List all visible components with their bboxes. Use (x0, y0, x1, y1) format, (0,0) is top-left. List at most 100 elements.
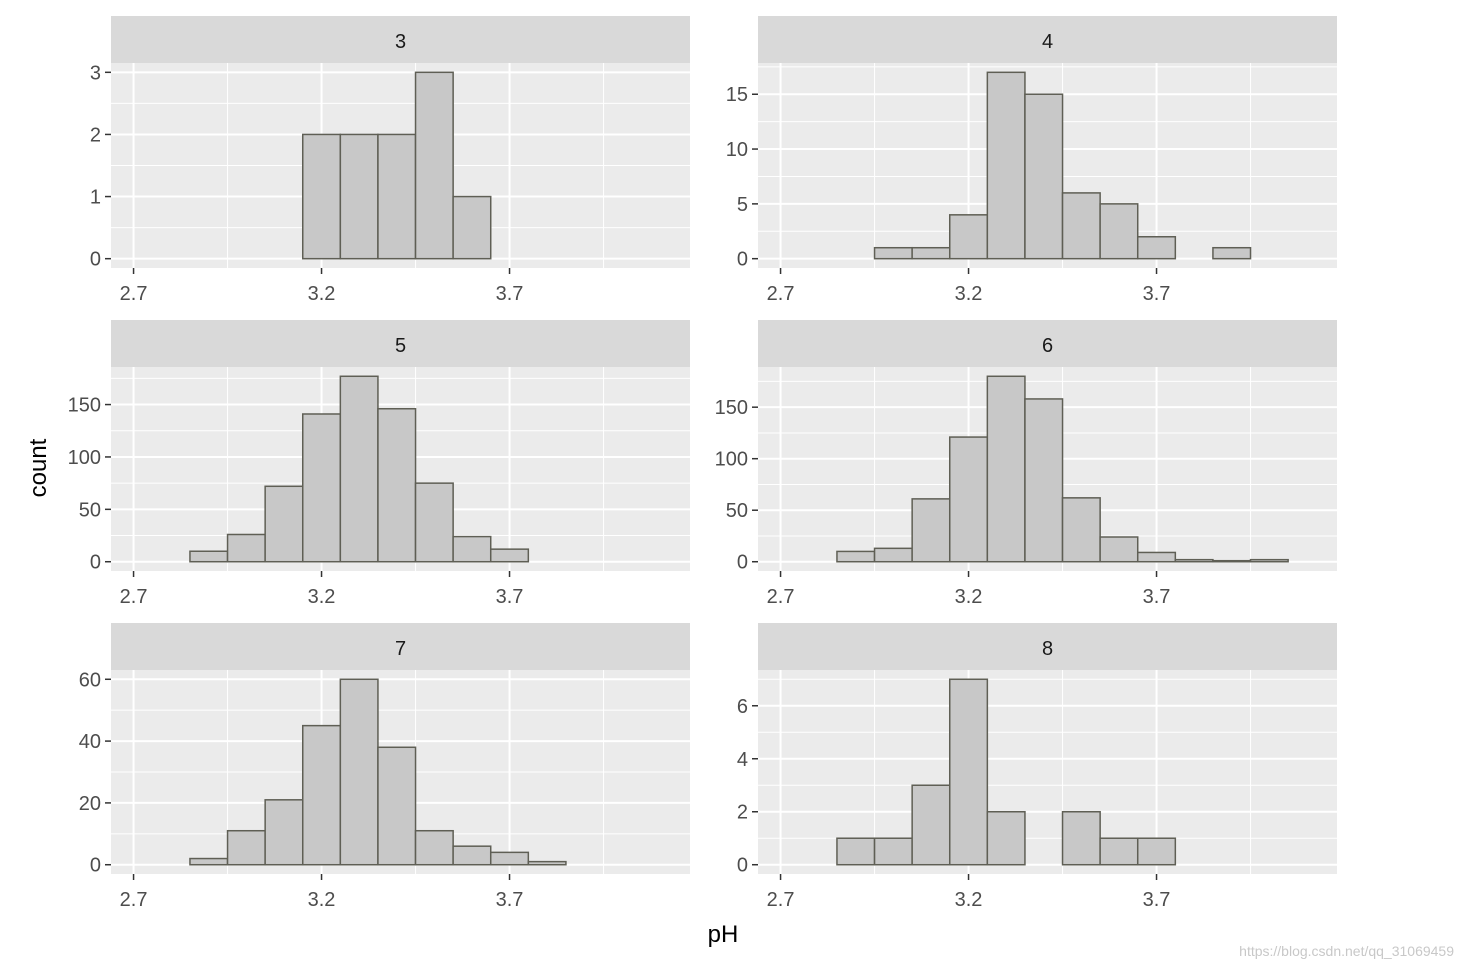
histogram-bar (948, 678, 989, 866)
facet-panel-8: 8 0 2 4 6 2.7 3.2 3.7 (737, 623, 1337, 911)
x-tick-label: 2.7 (767, 889, 795, 911)
facet-strip-label: 7 (395, 638, 406, 660)
histogram-bar (1099, 837, 1139, 866)
histogram-bar (1061, 192, 1101, 260)
histogram-bar (1174, 558, 1214, 563)
y-tick-label: 60 (79, 669, 101, 691)
facet-strip (758, 320, 1337, 367)
y-tick-label: 100 (715, 449, 748, 471)
facet-strip-label: 5 (395, 335, 406, 357)
histogram-bar (339, 133, 379, 260)
facet-panel-6: 6 0 50 100 150 2.7 3.2 3.7 (715, 320, 1337, 608)
y-tick-label: 50 (79, 499, 101, 521)
facet-strip (758, 16, 1337, 63)
histogram-bar (873, 246, 913, 260)
x-tick-label: 3.2 (308, 889, 336, 911)
histogram-bar (301, 724, 342, 866)
x-tick-label: 3.2 (955, 283, 983, 305)
x-tick-label: 2.7 (120, 889, 148, 911)
y-tick-label: 10 (726, 139, 748, 161)
histogram-bar (836, 550, 876, 563)
y-tick-label: 0 (90, 249, 101, 271)
y-tick-label: 150 (68, 395, 101, 417)
y-tick-label: 15 (726, 84, 748, 106)
x-tick-label: 3.2 (955, 586, 983, 608)
y-tick-label: 4 (737, 749, 748, 771)
histogram-bar (489, 851, 530, 866)
y-tick-label: 0 (737, 249, 748, 271)
x-tick-label: 3.7 (1143, 889, 1171, 911)
x-tick-label: 3.7 (496, 889, 524, 911)
histogram-bar (452, 535, 492, 563)
histogram-bar (1024, 93, 1064, 260)
histogram-bar (339, 375, 379, 563)
facet-panel-7: 7 0 20 40 60 2.7 3.2 3.7 (79, 623, 690, 911)
facet-strip-label: 4 (1042, 31, 1053, 53)
histogram-bar (911, 246, 951, 260)
histogram-bar (489, 548, 530, 563)
x-tick-label: 2.7 (767, 586, 795, 608)
histogram-bar (1136, 837, 1177, 866)
histogram-bar (986, 810, 1026, 866)
y-tick-label: 0 (90, 552, 101, 574)
y-axis-title: count (25, 438, 52, 497)
histogram-bar (226, 829, 266, 866)
x-tick-label: 3.2 (308, 283, 336, 305)
x-tick-label: 3.7 (496, 283, 524, 305)
histogram-bar (948, 214, 989, 260)
histogram-bar (414, 829, 454, 866)
histogram-bar (377, 408, 417, 563)
y-tick-label: 2 (737, 802, 748, 824)
histogram-bar (301, 413, 342, 563)
facet-panel-3: 3 0 1 2 3 2.7 3.2 3.7 (90, 16, 690, 305)
histogram-bar (414, 71, 454, 260)
histogram-bar (1136, 236, 1177, 260)
y-tick-label: 0 (737, 855, 748, 877)
y-tick-label: 3 (90, 62, 101, 84)
histogram-bar (452, 845, 492, 866)
histogram-bar (339, 678, 379, 866)
histogram-bar (264, 799, 304, 866)
histogram-bar (189, 550, 229, 563)
histogram-bar (1136, 551, 1177, 563)
histogram-bar (377, 133, 417, 260)
facet-strip (111, 320, 690, 367)
histogram-bar (1061, 497, 1101, 563)
histogram-bar (189, 857, 229, 866)
histogram-bar (1024, 398, 1064, 563)
histogram-bar (1099, 203, 1139, 260)
histogram-bar (377, 746, 417, 866)
histogram-bar (527, 860, 567, 866)
y-tick-label: 0 (90, 855, 101, 877)
histogram-bar (1212, 246, 1252, 260)
facet-strip-label: 3 (395, 31, 406, 53)
x-tick-label: 2.7 (120, 586, 148, 608)
x-tick-label: 3.2 (308, 586, 336, 608)
histogram-bar (911, 784, 951, 866)
x-tick-label: 3.7 (1143, 283, 1171, 305)
histogram-bar (264, 485, 304, 563)
watermark: https://blog.csdn.net/qq_31069459 (1239, 943, 1454, 959)
x-tick-label: 2.7 (767, 283, 795, 305)
histogram-bar (1099, 536, 1139, 563)
histogram-bar (948, 436, 989, 563)
histogram-bar (452, 195, 492, 260)
histogram-bar (1061, 810, 1101, 866)
histogram-bar (414, 482, 454, 563)
histogram-bar (836, 837, 876, 866)
facet-strip-label: 6 (1042, 335, 1053, 357)
histogram-bar (1249, 558, 1289, 563)
histogram-bar (873, 547, 913, 563)
histogram-bar (1212, 559, 1252, 563)
y-tick-label: 100 (68, 447, 101, 469)
y-tick-label: 50 (726, 500, 748, 522)
y-tick-label: 1 (90, 187, 101, 209)
facet-strip (111, 623, 690, 670)
facet-strip (758, 623, 1337, 670)
histogram-bar (226, 533, 266, 563)
y-tick-label: 150 (715, 397, 748, 419)
y-tick-label: 40 (79, 731, 101, 753)
y-tick-label: 2 (90, 124, 101, 146)
